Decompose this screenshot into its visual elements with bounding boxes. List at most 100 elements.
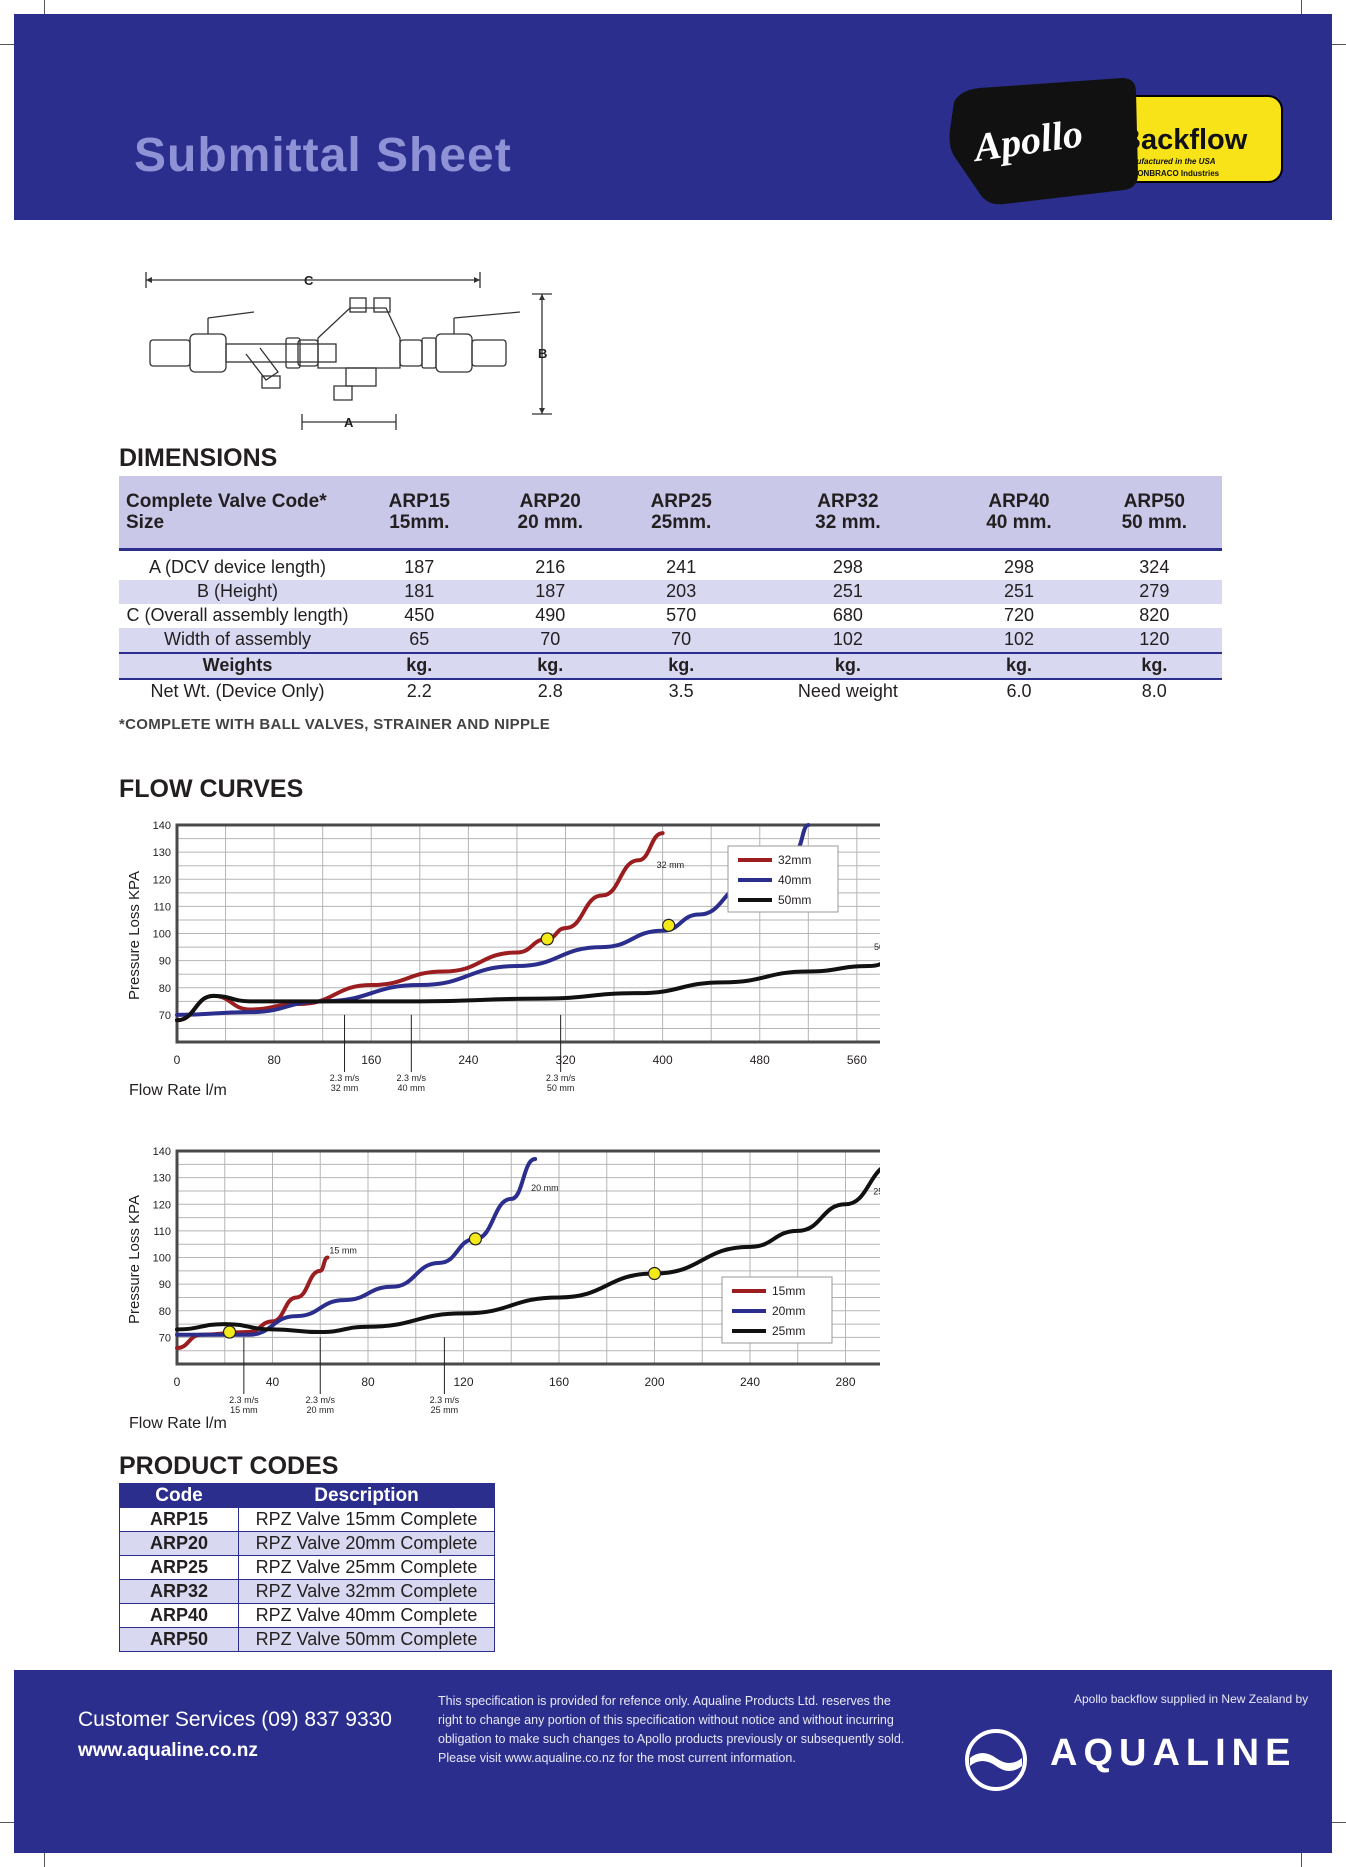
cell: 251 bbox=[951, 579, 1087, 604]
y-tick-label: 120 bbox=[153, 874, 171, 886]
x-tick-label: 80 bbox=[361, 1375, 375, 1389]
dimension-b-label: B bbox=[538, 346, 547, 361]
design-point-marker bbox=[540, 932, 554, 946]
x-axis-label: Flow Rate l/m bbox=[129, 1415, 227, 1432]
product-description: RPZ Valve 40mm Complete bbox=[238, 1603, 495, 1628]
x-tick-label: 0 bbox=[174, 1375, 181, 1389]
dimension-a-label: A bbox=[344, 415, 354, 430]
x-tick-label: 400 bbox=[653, 1053, 673, 1067]
col-size: 15mm. bbox=[389, 512, 450, 533]
table-row: ARP15 RPZ Valve 15mm Complete bbox=[119, 1507, 495, 1532]
cell: 70 bbox=[482, 627, 618, 653]
y-tick-label: 140 bbox=[153, 820, 171, 832]
cell: 8.0 bbox=[1141, 681, 1167, 701]
col-size: 25mm. bbox=[651, 512, 712, 533]
header-col: ARP50 50 mm. bbox=[1086, 476, 1222, 551]
legend-label: 32mm bbox=[778, 853, 811, 867]
cell: 187 bbox=[404, 557, 435, 577]
cell: 6.0 bbox=[1006, 681, 1032, 701]
y-tick-label: 110 bbox=[153, 1226, 171, 1238]
x-tick-label: 200 bbox=[644, 1375, 664, 1389]
cell: 2.8 bbox=[537, 681, 563, 701]
velocity-size-label: 25 mm bbox=[431, 1405, 459, 1415]
aqualine-wave-icon bbox=[965, 1729, 1027, 1791]
header-label: Complete Valve Code* Size bbox=[119, 476, 356, 551]
apollo-backflow-logo: Apollo Backflow manufactured in the USA … bbox=[949, 78, 1283, 205]
cell: 450 bbox=[404, 605, 435, 625]
page-title: Submittal Sheet bbox=[134, 129, 512, 182]
crop-mark bbox=[0, 44, 24, 45]
cell: kg. bbox=[744, 651, 952, 680]
y-tick-label: 130 bbox=[153, 1173, 171, 1185]
x-tick-label: 240 bbox=[740, 1375, 760, 1389]
table-row: ARP40 RPZ Valve 40mm Complete bbox=[119, 1603, 495, 1628]
col-code: ARP20 bbox=[519, 491, 581, 512]
series-label: 25 mm bbox=[873, 1186, 880, 1196]
product-codes-heading: PRODUCT CODES bbox=[119, 1452, 339, 1480]
website-link[interactable]: www.aqualine.co.nz bbox=[78, 1740, 258, 1761]
velocity-label: 2.3 m/s bbox=[229, 1395, 259, 1405]
x-axis-label: Flow Rate l/m bbox=[129, 1082, 227, 1099]
y-axis-label: Pressure Loss KPA bbox=[126, 871, 143, 1000]
row-label: Weights bbox=[119, 651, 356, 680]
product-code: ARP20 bbox=[119, 1531, 239, 1556]
logo-product-text: Backflow bbox=[1120, 124, 1248, 156]
series-line-32mm bbox=[175, 831, 665, 1023]
product-description: RPZ Valve 50mm Complete bbox=[238, 1627, 495, 1652]
cell: kg. bbox=[356, 651, 483, 680]
cell: 251 bbox=[744, 579, 952, 604]
legend-label: 40mm bbox=[778, 873, 811, 887]
header-col: ARP25 25mm. bbox=[617, 476, 745, 551]
velocity-size-label: 15 mm bbox=[230, 1405, 258, 1415]
cell: 120 bbox=[1086, 627, 1222, 653]
product-description: RPZ Valve 32mm Complete bbox=[238, 1579, 495, 1604]
cell: 298 bbox=[1003, 557, 1034, 577]
cell: kg. bbox=[951, 651, 1087, 680]
x-tick-label: 0 bbox=[174, 1053, 181, 1067]
table-row: ARP20 RPZ Valve 20mm Complete bbox=[119, 1531, 495, 1556]
y-tick-label: 80 bbox=[159, 983, 171, 995]
col-code: ARP32 bbox=[817, 491, 879, 512]
codes-header-row: Code Description bbox=[119, 1483, 495, 1508]
cell: 279 bbox=[1086, 579, 1222, 604]
x-tick-label: 240 bbox=[458, 1053, 478, 1067]
x-tick-label: 480 bbox=[750, 1053, 770, 1067]
cell: 102 bbox=[951, 627, 1087, 653]
row-label: C (Overall assembly length) bbox=[126, 605, 349, 625]
series-label: 32 mm bbox=[657, 860, 685, 870]
design-point-marker bbox=[222, 1325, 237, 1339]
valve-assembly-diagram: C B A bbox=[145, 272, 552, 430]
cell: 70 bbox=[617, 627, 745, 653]
supplied-by-text: Apollo backflow supplied in New Zealand … bbox=[1074, 1692, 1309, 1706]
velocity-label: 2.3 m/s bbox=[546, 1073, 576, 1083]
y-tick-label: 70 bbox=[159, 1332, 171, 1344]
velocity-label: 2.3 m/s bbox=[330, 1073, 360, 1083]
crop-mark bbox=[44, 1843, 45, 1867]
cell: 241 bbox=[666, 557, 697, 577]
dimensions-header-row: Complete Valve Code* Size ARP15 15mm. ARP2… bbox=[119, 476, 1222, 551]
row-label: A (DCV device length) bbox=[148, 557, 327, 577]
cell: 324 bbox=[1139, 557, 1170, 577]
y-tick-label: 90 bbox=[159, 1279, 171, 1291]
col-code: ARP50 bbox=[1123, 491, 1185, 512]
legend-label: 25mm bbox=[772, 1324, 805, 1338]
velocity-size-label: 50 mm bbox=[547, 1083, 575, 1093]
cell: 181 bbox=[356, 579, 483, 604]
table-row: C (Overall assembly length) 450 490 570 … bbox=[119, 604, 1222, 628]
product-code: ARP32 bbox=[119, 1579, 239, 1604]
table-row: ARP32 RPZ Valve 32mm Complete bbox=[119, 1579, 495, 1604]
crop-mark bbox=[44, 0, 45, 24]
crop-mark bbox=[1322, 1822, 1346, 1823]
col-header-description: Description bbox=[238, 1483, 495, 1508]
y-tick-label: 110 bbox=[153, 901, 171, 913]
design-point-marker bbox=[662, 918, 676, 932]
y-tick-label: 90 bbox=[159, 956, 171, 968]
plot-frame bbox=[175, 823, 880, 1044]
col-code: ARP25 bbox=[650, 491, 712, 512]
product-code: ARP25 bbox=[119, 1555, 239, 1580]
plot-frame bbox=[175, 1149, 880, 1366]
x-tick-label: 160 bbox=[549, 1375, 569, 1389]
y-tick-label: 80 bbox=[159, 1306, 171, 1318]
col-code: ARP15 bbox=[388, 491, 450, 512]
net-weight-row: Net Wt. (Device Only) 2.2 2.8 3.5 Need w… bbox=[119, 679, 1222, 704]
